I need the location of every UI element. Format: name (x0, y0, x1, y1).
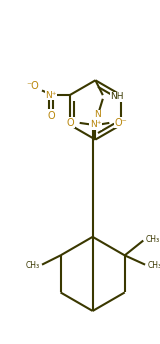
Text: O: O (67, 118, 74, 128)
Text: NH: NH (110, 93, 124, 101)
Text: CH₃: CH₃ (26, 261, 40, 270)
Text: CH₃: CH₃ (145, 235, 160, 244)
Text: N: N (94, 110, 101, 119)
Text: O: O (47, 111, 55, 121)
Text: N⁺: N⁺ (90, 120, 101, 129)
Text: CH₃: CH₃ (147, 261, 160, 270)
Text: O⁻: O⁻ (114, 118, 127, 128)
Text: ⁻O: ⁻O (26, 81, 39, 91)
Text: N⁺: N⁺ (45, 90, 57, 100)
